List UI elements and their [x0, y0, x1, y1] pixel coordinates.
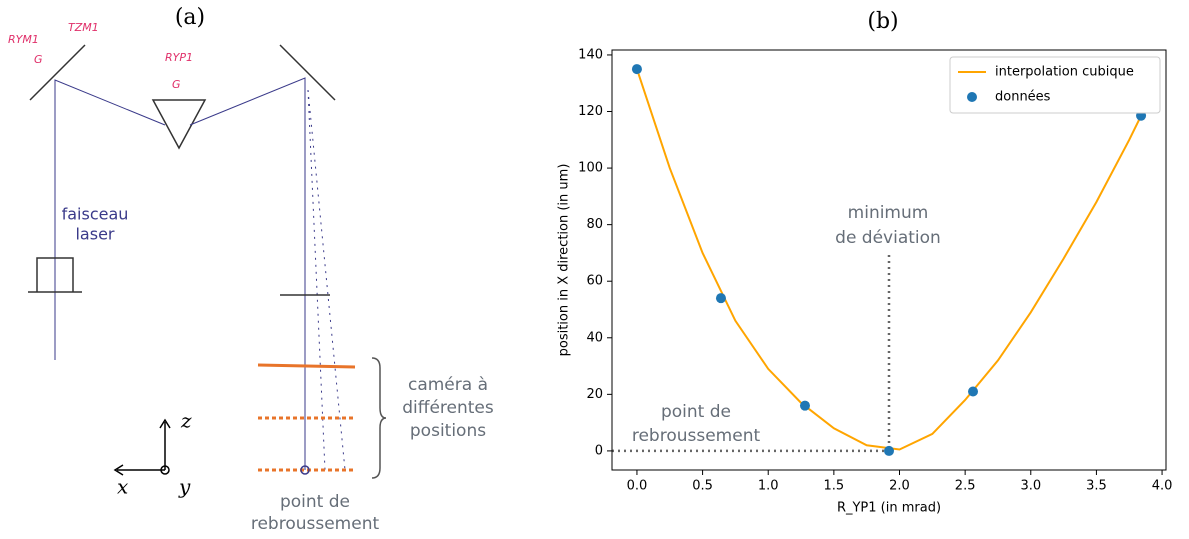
label: G: [34, 53, 43, 66]
mirror: [29, 44, 86, 101]
axis-out: [160, 465, 170, 475]
x-tick-label: 3.0: [1020, 479, 1041, 494]
y-tick-label: 60: [586, 274, 603, 289]
y-tick-label: 0: [595, 443, 603, 458]
legend-box: [949, 56, 1161, 114]
axis-arrow: [113, 464, 124, 476]
x-tick-label: 0.5: [692, 479, 713, 494]
x-tick-label: 3.5: [1086, 479, 1107, 494]
axis-name: x: [117, 475, 128, 499]
y-tick-label: 100: [578, 161, 603, 176]
legend-label: données: [995, 90, 1051, 105]
point: [799, 400, 810, 411]
annotation: minimum: [848, 203, 929, 223]
chart: 0.0 0.5 1.0 1.5 2.0 2.5 3.0 3.5 4.0 0 20 40 60 80 100 1…: [557, 47, 1173, 515]
y-tick-label: 80: [586, 217, 603, 232]
label: différentes: [402, 398, 494, 418]
label: point de: [280, 492, 350, 512]
y-tick-label: 140: [578, 47, 603, 62]
label: faisceau: [62, 205, 129, 224]
annotation: point de: [661, 402, 731, 422]
beam: [54, 79, 166, 360]
x-tick-label: 1.0: [758, 479, 779, 494]
beam-dashed: [307, 89, 326, 471]
x-tick-label: 2.0: [889, 479, 910, 494]
axis-name: y: [178, 475, 191, 499]
label: caméra à: [408, 375, 488, 395]
annotation: de déviation: [835, 228, 941, 248]
x-tick-label: 1.5: [824, 479, 845, 494]
label: positions: [410, 421, 486, 441]
label: RYP1: [165, 51, 193, 64]
point: [968, 386, 979, 397]
x-axis-label: R_YP1 (in mrad): [837, 501, 941, 516]
mirror: [279, 44, 336, 101]
point: [631, 64, 642, 75]
turning-point: [300, 465, 310, 475]
legend-dot: [967, 92, 977, 102]
aperture: [36, 257, 74, 292]
x-tick-label: 0.0: [627, 479, 648, 494]
camera: [257, 363, 356, 369]
axis-name: z: [180, 409, 192, 433]
panel-label: (b): [867, 9, 898, 34]
y-axis-label: position in X direction (in um): [557, 164, 572, 357]
y-tick-label: 20: [586, 387, 603, 402]
annotation: rebroussement: [632, 426, 761, 446]
label: TZM1: [68, 21, 99, 34]
legend-label: interpolation cubique: [995, 65, 1134, 80]
label: laser: [75, 225, 114, 244]
diagram: [28, 44, 387, 479]
beam-dashed: [307, 89, 346, 471]
y-tick-label: 40: [586, 330, 603, 345]
x-tick-label: 4.0: [1152, 479, 1173, 494]
point: [884, 445, 894, 456]
beam: [189, 77, 306, 470]
plot-frame: [611, 49, 1167, 471]
x-tick-label: 2.5: [955, 479, 976, 494]
label: RYM1: [8, 33, 39, 46]
point: [715, 293, 726, 304]
brace: [371, 357, 387, 479]
y-tick-label: 120: [578, 104, 603, 119]
axis-arrow: [159, 418, 171, 429]
label: rebroussement: [251, 514, 380, 534]
label: G: [172, 78, 181, 91]
line: [635, 68, 1142, 451]
panel-label: (a): [175, 5, 205, 30]
prism: [151, 99, 207, 150]
